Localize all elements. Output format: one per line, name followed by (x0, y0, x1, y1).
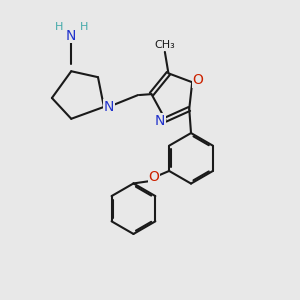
Text: N: N (155, 114, 165, 128)
Text: H: H (80, 22, 88, 32)
Text: N: N (66, 28, 76, 43)
Text: H: H (55, 22, 63, 32)
Text: N: N (104, 100, 115, 114)
Text: CH₃: CH₃ (154, 40, 175, 50)
Text: O: O (148, 170, 159, 184)
Text: O: O (193, 73, 204, 87)
